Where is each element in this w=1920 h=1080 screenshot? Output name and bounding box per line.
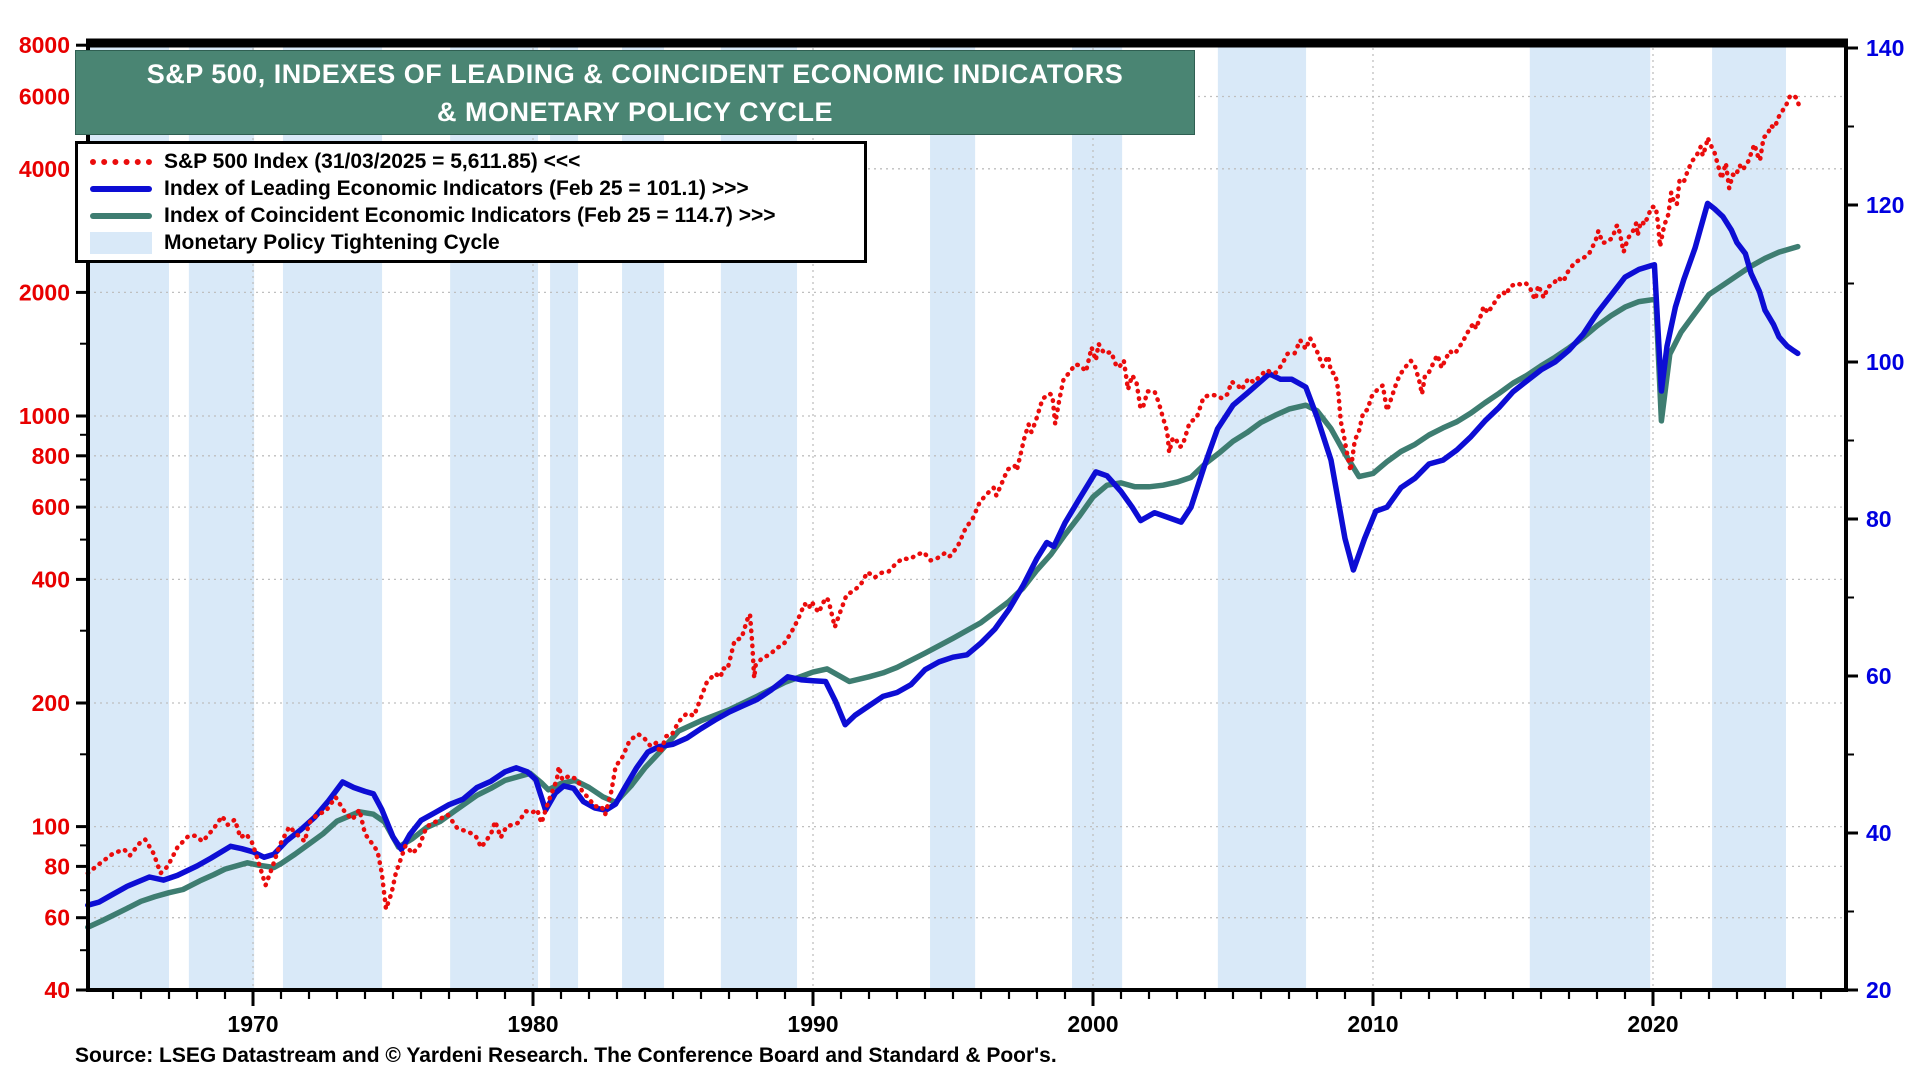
axis-tick-label: 20 (1866, 977, 1892, 1003)
axis-tick-label: 2000 (19, 279, 70, 305)
source-attribution: Source: LSEG Datastream and © Yardeni Re… (75, 1044, 1057, 1067)
axis-tick-label: 200 (32, 690, 70, 716)
legend-item-tightening-band: Monetary Policy Tightening Cycle (90, 230, 864, 256)
series-sp500 (85, 93, 1803, 912)
axis-tick-label: 800 (32, 443, 70, 469)
legend-item-lei: Index of Leading Economic Indicators (Fe… (90, 176, 864, 202)
axis-tick-label: 1000 (19, 403, 70, 429)
monetary-tightening-band (1529, 42, 1651, 990)
legend-label-cei: Index of Coincident Economic Indicators … (164, 203, 776, 227)
tightening-band-swatch (90, 231, 152, 254)
axis-tick-label: 1970 (227, 1011, 278, 1037)
axis-tick-label: 2010 (1347, 1011, 1398, 1037)
legend-label-tightening: Monetary Policy Tightening Cycle (164, 230, 500, 254)
chart-legend: S&P 500 Index (31/03/2025 = 5,611.85) <<… (75, 141, 867, 263)
axis-tick-label: 60 (44, 905, 70, 931)
legend-item-cei: Index of Coincident Economic Indicators … (90, 203, 864, 229)
legend-item-sp500: S&P 500 Index (31/03/2025 = 5,611.85) <<… (90, 149, 864, 175)
lei-line-swatch (90, 185, 152, 192)
axis-tick-label: 1990 (787, 1011, 838, 1037)
axis-tick-label: 1980 (507, 1011, 558, 1037)
cei-line-swatch (90, 212, 152, 219)
axis-tick-label: 600 (32, 494, 70, 520)
axis-tick-label: 80 (44, 853, 70, 879)
series-lei (85, 200, 1801, 908)
axis-tick-label: 120 (1866, 192, 1904, 218)
axis-tick-label: 2000 (1067, 1011, 1118, 1037)
axis-tick-label: 400 (32, 566, 70, 592)
sp500-dotted-line-swatch (90, 158, 152, 165)
monetary-tightening-band (930, 42, 976, 990)
chart-title-banner: S&P 500, INDEXES OF LEADING & COINCIDENT… (75, 50, 1195, 135)
chart-title-line1: S&P 500, INDEXES OF LEADING & COINCIDENT… (146, 58, 1124, 89)
legend-label-lei: Index of Leading Economic Indicators (Fe… (164, 176, 749, 200)
axis-tick-label: 80 (1866, 506, 1892, 532)
axis-tick-label: 100 (1866, 349, 1904, 375)
chart-title-line2: & MONETARY POLICY CYCLE (436, 96, 834, 127)
legend-label-sp500: S&P 500 Index (31/03/2025 = 5,611.85) <<… (164, 149, 581, 173)
monetary-tightening-band (1217, 42, 1307, 990)
axis-tick-label: 6000 (19, 83, 70, 109)
axis-tick-label: 100 (32, 814, 70, 840)
monetary-tightening-band (1712, 42, 1786, 990)
axis-tick-label: 140 (1866, 35, 1904, 61)
axis-tick-label: 8000 (19, 32, 70, 58)
axis-tick-label: 60 (1866, 663, 1892, 689)
axis-tick-label: 40 (1866, 820, 1892, 846)
axis-tick-label: 2020 (1627, 1011, 1678, 1037)
axis-tick-label: 40 (44, 977, 70, 1003)
axis-tick-label: 4000 (19, 156, 70, 182)
